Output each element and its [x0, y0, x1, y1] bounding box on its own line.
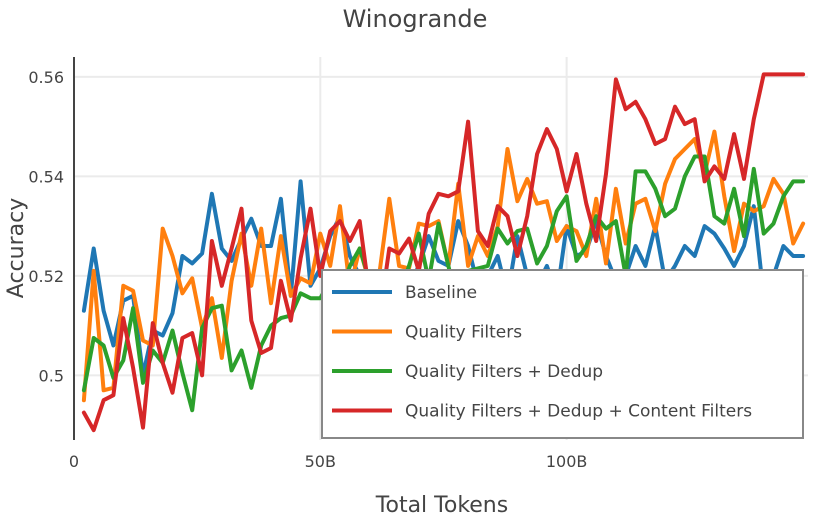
- series-line-1: [81, 179, 806, 378]
- y-axis-title: Accuracy: [4, 198, 29, 298]
- y-tick-label: 0.5: [39, 366, 64, 385]
- y-tick-labels: 0.5 0.52 0.54 0.56: [28, 68, 64, 385]
- legend-box: [321, 269, 804, 439]
- y-tick-label: 0.52: [28, 267, 64, 286]
- x-tick-labels: 0 50B 100B: [69, 452, 587, 471]
- series-line-3: [81, 154, 806, 413]
- y-tick-label: 0.54: [28, 167, 64, 186]
- legend: Baseline Quality Filters Quality Filters +…: [321, 269, 804, 439]
- legend-label-4: Quality Filters + Dedup + Content Filter…: [405, 402, 752, 422]
- legend-label-1: Baseline: [405, 283, 477, 303]
- legend-label-3: Quality Filters + Dedup: [405, 362, 603, 382]
- y-tick-label: 0.56: [28, 68, 64, 87]
- x-axis-title: Total Tokens: [375, 493, 508, 518]
- x-tick-label: 50B: [305, 452, 336, 471]
- series-line-4: [81, 72, 806, 433]
- legend-label-2: Quality Filters: [405, 323, 522, 343]
- chart-title: Winogrande: [343, 5, 488, 33]
- x-tick-label: 0: [69, 452, 79, 471]
- series-lines: [81, 72, 806, 433]
- x-tick-label: 100B: [546, 452, 588, 471]
